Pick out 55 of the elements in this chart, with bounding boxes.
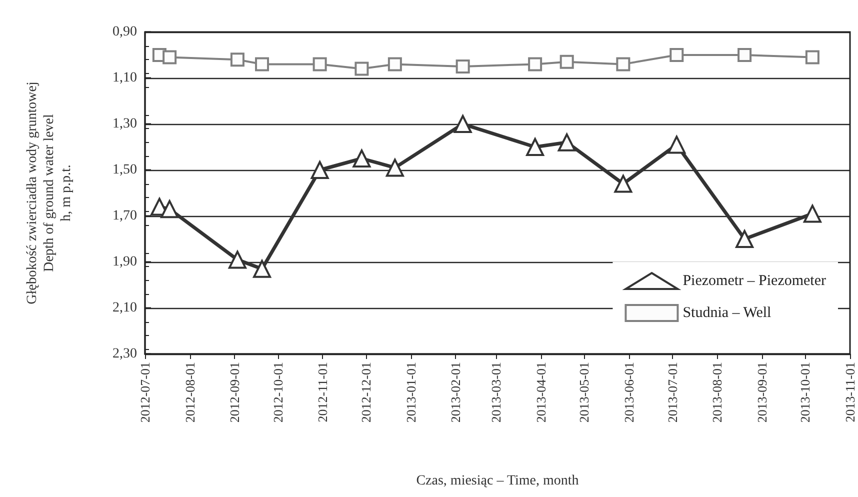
- point: [803, 204, 822, 223]
- point: [160, 200, 179, 218]
- point: [162, 50, 177, 64]
- point: [354, 62, 369, 76]
- point: [230, 52, 244, 67]
- y-tick-label: 2,10: [112, 300, 137, 316]
- point: [614, 174, 632, 193]
- point: [253, 260, 272, 278]
- point: [388, 57, 402, 72]
- point: [228, 250, 246, 269]
- y-tick-label: 1,50: [112, 162, 137, 178]
- x-tick-label: 2013-09-01: [754, 362, 770, 423]
- point: [805, 50, 820, 64]
- point: [558, 133, 576, 152]
- x-tick-label: 2012-12-01: [358, 362, 374, 423]
- x-axis-title: Czas, miesiąc – Time, month: [416, 474, 579, 488]
- point: [456, 60, 470, 74]
- x-tick-label: 2012-09-01: [227, 362, 242, 423]
- point: [736, 230, 754, 248]
- x-tick-label: 2013-01-01: [403, 362, 418, 423]
- y-axis-title: Głębokość zwierciadła wody gruntowej Depth of ground water level h, m p.p.t.: [25, 82, 74, 304]
- y-tick-label: 1,90: [112, 254, 137, 270]
- y-tick-label: 2,30: [112, 346, 137, 362]
- point: [454, 115, 472, 133]
- x-tick-label: 2013-10-01: [798, 362, 813, 423]
- legend-label: Studnia – Well: [682, 305, 772, 321]
- point: [310, 161, 329, 179]
- x-tick-label: 2013-04-01: [533, 362, 548, 423]
- point: [670, 48, 684, 62]
- y-tick-label: 1,70: [112, 208, 137, 224]
- legend-label: Piezometr – Piezometer: [682, 273, 826, 289]
- point: [528, 57, 542, 72]
- x-tick-label: 2013-07-01: [664, 362, 680, 423]
- point: [738, 48, 752, 62]
- x-tick-label: 2012-08-01: [182, 362, 198, 423]
- point: [255, 57, 270, 72]
- x-tick-label: 2012-07-01: [138, 362, 152, 423]
- x-tick-label: 2013-03-01: [488, 362, 504, 423]
- y-tick-label: 1,30: [112, 116, 137, 132]
- point: [616, 57, 630, 72]
- y-tick-label: 0,90: [112, 24, 137, 40]
- point: [560, 54, 574, 69]
- y-tick-label: 1,10: [112, 70, 137, 86]
- x-tick-label: 2013-11-01: [842, 362, 858, 422]
- point: [526, 138, 544, 156]
- x-tick-label: 2012-11-01: [315, 362, 330, 422]
- x-tick-label: 2013-05-01: [576, 362, 592, 423]
- point: [386, 158, 404, 177]
- x-tick-label: 2012-10-01: [270, 362, 286, 423]
- x-tick-label: 2013-08-01: [710, 362, 725, 423]
- point: [668, 136, 686, 154]
- x-tick-label: 2013-06-01: [621, 362, 636, 423]
- point: [312, 57, 327, 72]
- point: [352, 150, 371, 168]
- x-tick-label: 2013-02-01: [448, 362, 464, 423]
